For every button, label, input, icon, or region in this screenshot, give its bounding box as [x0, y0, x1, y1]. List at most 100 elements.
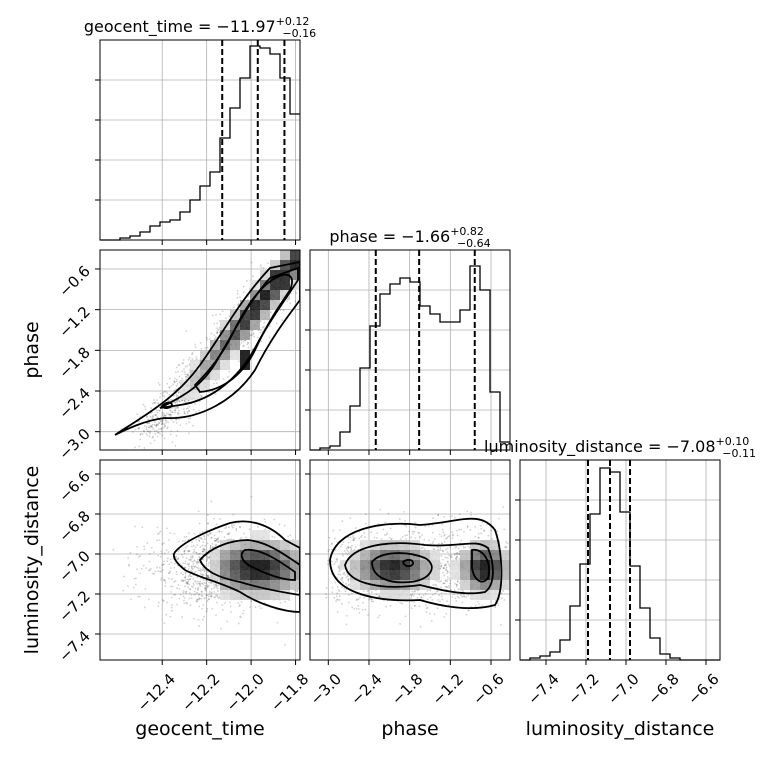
- sample-point: [186, 407, 189, 410]
- sample-point: [176, 383, 179, 385]
- sample-point: [169, 433, 172, 436]
- sample-point: [366, 590, 369, 593]
- sample-point: [202, 541, 205, 544]
- sample-point: [446, 560, 449, 563]
- sample-point: [217, 597, 220, 600]
- sample-point: [184, 576, 187, 579]
- sample-point: [461, 601, 464, 604]
- sample-point: [330, 542, 333, 545]
- sample-point: [437, 580, 439, 582]
- sample-point: [156, 423, 158, 426]
- sample-point: [196, 583, 199, 585]
- sample-point: [301, 562, 303, 564]
- density-cell: [350, 560, 360, 570]
- sample-point: [165, 419, 168, 422]
- sample-point: [154, 421, 156, 424]
- sample-point: [183, 550, 186, 553]
- sample-point: [206, 584, 209, 587]
- density-cell: [350, 580, 360, 590]
- sample-point: [172, 383, 174, 386]
- sample-point: [152, 428, 155, 431]
- sample-point: [195, 538, 198, 541]
- sample-point: [378, 595, 381, 597]
- sample-point: [177, 558, 180, 560]
- sample-point: [199, 552, 202, 555]
- sample-point: [192, 545, 195, 547]
- sample-point: [300, 271, 302, 273]
- sample-point: [450, 589, 452, 591]
- sample-point: [182, 579, 185, 582]
- sample-point: [182, 590, 185, 592]
- sample-point: [421, 534, 423, 536]
- sample-point: [170, 585, 172, 588]
- sample-point: [379, 508, 382, 511]
- sample-point: [460, 528, 463, 531]
- x-tick-label: −12.4: [134, 670, 179, 715]
- sample-point: [196, 598, 199, 601]
- sample-point: [142, 429, 145, 432]
- sample-point: [448, 535, 451, 537]
- sample-point: [440, 586, 442, 589]
- sample-point: [205, 585, 207, 588]
- sample-point: [443, 616, 446, 618]
- sample-point: [341, 577, 343, 580]
- sample-point: [343, 572, 346, 574]
- sample-point: [412, 594, 415, 597]
- sample-point: [157, 570, 160, 572]
- sample-point: [405, 525, 408, 528]
- sample-point: [216, 327, 219, 330]
- sample-point: [202, 583, 204, 586]
- sample-point: [319, 578, 321, 580]
- sample-point: [165, 613, 168, 616]
- sample-point: [263, 325, 265, 328]
- sample-point: [413, 604, 416, 607]
- sample-point: [201, 550, 204, 553]
- sample-point: [260, 340, 263, 343]
- sample-point: [242, 340, 245, 343]
- sample-point: [445, 566, 448, 569]
- sample-point: [440, 564, 443, 567]
- sample-point: [440, 562, 442, 565]
- y-tick-label: −2.4: [55, 384, 93, 422]
- sample-point: [283, 524, 286, 527]
- sample-point: [171, 419, 173, 421]
- sample-point: [349, 546, 351, 549]
- x-tick-label: −12.0: [223, 670, 268, 715]
- sample-point: [203, 549, 206, 551]
- sample-point: [205, 579, 208, 582]
- sample-point: [201, 545, 204, 547]
- sample-point: [161, 411, 164, 414]
- sample-point: [247, 347, 250, 349]
- sample-point: [206, 542, 209, 545]
- sample-point: [185, 535, 188, 538]
- sample-point: [96, 571, 98, 573]
- sample-point: [448, 585, 450, 587]
- sample-point: [256, 336, 259, 339]
- sample-point: [170, 578, 173, 581]
- sample-point: [184, 376, 187, 378]
- sample-point: [334, 561, 337, 564]
- sample-point: [442, 531, 445, 534]
- title-value: luminosity_distance = −7.08: [484, 437, 715, 457]
- sample-point: [204, 587, 207, 590]
- density-cell: [500, 560, 510, 570]
- sample-point: [436, 607, 439, 610]
- sample-point: [242, 345, 245, 348]
- sample-point: [162, 600, 165, 602]
- sample-point: [331, 560, 333, 563]
- density-cell: [250, 540, 260, 550]
- sample-point: [182, 556, 184, 559]
- density-cell: [250, 580, 260, 590]
- sample-point: [174, 409, 177, 412]
- sample-point: [159, 570, 161, 573]
- density-cell: [180, 380, 190, 390]
- sample-point: [197, 586, 200, 589]
- density-cell: [270, 260, 280, 270]
- sample-point: [151, 402, 154, 405]
- sample-point: [218, 530, 221, 533]
- sample-point: [441, 598, 444, 601]
- sample-point: [364, 522, 367, 525]
- sample-point: [161, 414, 164, 417]
- sample-point: [132, 586, 135, 589]
- sample-point: [240, 601, 243, 603]
